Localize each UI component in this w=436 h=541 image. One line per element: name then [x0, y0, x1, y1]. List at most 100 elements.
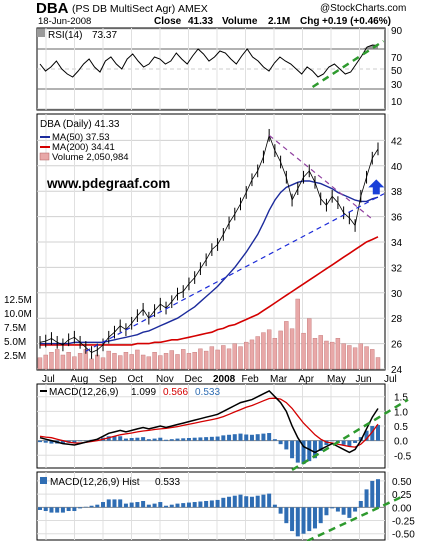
macd-hist-bar: [186, 438, 191, 441]
macd-hist-bar: [267, 433, 272, 441]
macd-hist-bar: [78, 507, 83, 509]
macd-hist-bar: [186, 502, 191, 508]
macd-hist-bar: [198, 437, 203, 441]
macd-hist-bar: [38, 440, 42, 443]
price-tick-label: 42: [391, 136, 403, 147]
macd-hist-bar: [295, 507, 300, 537]
macd-hist-label: MACD(12,26,9) Hist: [50, 477, 140, 488]
macd-hist-bar: [152, 503, 157, 508]
macd-lines: [39, 389, 379, 454]
volume-bar: [95, 354, 100, 370]
macd-hist-bar: [330, 507, 335, 509]
rsi-legend-swatch: [37, 29, 45, 37]
macd-hist-bar: [221, 497, 226, 508]
price-tick-label: 34: [391, 238, 403, 249]
macd-hist-bar: [101, 502, 106, 508]
macd-hist-bar: [370, 480, 375, 508]
close-value: 41.33: [188, 16, 213, 27]
rsi-panel: 90 70 50 30 10 RSI(14) 73.37: [36, 26, 403, 111]
macd-hist-bar: [347, 440, 352, 447]
macd-histogram: [38, 425, 380, 465]
volume-bar: [181, 349, 186, 370]
macd-panel: 1.5 1.0 0.5 0.0 -0.5 MACD(12,26,9) 1.099 0.5…: [36, 383, 412, 471]
macd-hist-bar: [244, 434, 249, 441]
macd-hist-bar: [330, 440, 335, 442]
macd-hist-bar: [376, 425, 380, 441]
volume-bar: [129, 354, 134, 370]
volume-bar: [209, 346, 215, 370]
macd-hist-bar: [221, 435, 226, 441]
price-line: [39, 133, 379, 353]
macd-hist-bar: [164, 505, 169, 508]
price-y-axis: 42 40 38 36 34 32 30 28 26 24: [391, 136, 403, 376]
macd-hist-bar: [312, 507, 317, 529]
volume-tick-label: 7.5M: [4, 323, 26, 334]
macd-hist-bar: [301, 507, 306, 534]
volume-value: 2.1M: [268, 16, 290, 27]
macd-tick-label: 1.5: [394, 393, 408, 404]
volume-bars: [37, 298, 381, 370]
volume-bar: [329, 341, 335, 370]
macd-hist-bar: [290, 440, 295, 459]
macd-hist-bar: [227, 434, 232, 441]
macd-hist-bar: [255, 434, 260, 441]
macd-line: [39, 389, 379, 454]
x-tick-label: Dec: [185, 374, 203, 385]
macd-hist-bar: [89, 505, 94, 508]
volume-bar: [364, 346, 369, 370]
macd-hist-tick-label: 0.25: [392, 490, 412, 501]
macd-hist-legend-swatch: [40, 477, 47, 484]
macd-hist-bar: [118, 436, 123, 441]
price-panel: 42 40 38 36 34 32 30 28 26 24 12.5M 10.0M 7.5M 5.0M 2…: [4, 113, 403, 376]
price-tick-label: 40: [391, 162, 403, 173]
macd-hist-bar: [175, 503, 180, 508]
volume-tick-label: 5.0M: [4, 337, 26, 348]
volume-bar: [301, 332, 306, 370]
macd-hist-bars: [38, 479, 380, 537]
volume-bar: [238, 346, 243, 370]
macd-hist-bar: [141, 437, 146, 441]
volume-bar: [77, 353, 83, 370]
rsi-grid: [37, 28, 389, 110]
volume-bar: [249, 339, 255, 370]
macd-hist-bar: [83, 506, 88, 508]
macd-tick-label: 0.0: [394, 437, 408, 448]
macd-signal-line: [39, 397, 379, 448]
macd-hist-value: 0.533: [155, 477, 180, 488]
rsi-tick-label: 70: [391, 53, 403, 64]
rsi-line: [39, 44, 379, 78]
volume-bar: [72, 356, 77, 370]
price-tick-label: 30: [391, 289, 403, 300]
volume-bar: [54, 349, 60, 370]
volume-bar: [112, 353, 117, 370]
x-tick-label: Jul: [384, 374, 397, 385]
volume-bar: [152, 352, 157, 370]
volume-tick-label: 10.0M: [4, 309, 32, 320]
price-tick-label: 32: [391, 263, 403, 274]
fund-name: (PS DB MultiSect Agr): [72, 3, 175, 15]
macd-hist-bar: [43, 507, 48, 512]
macd-hist-bar: [129, 502, 134, 508]
price-plot: [39, 128, 379, 359]
macd-hist-bar: [272, 439, 277, 441]
macd-hist-bar: [215, 436, 220, 441]
rsi-tick-label: 30: [391, 80, 403, 91]
macd-hist-bar: [284, 507, 289, 524]
volume-bar: [37, 357, 43, 370]
macd-hist-bar: [278, 440, 283, 445]
macd-trendline: [291, 398, 409, 471]
price-trendline: [85, 193, 385, 352]
volume-bar: [60, 354, 66, 370]
macd-hist-bar: [312, 440, 317, 459]
macd-hist-panel: 0.50 0.25 0.00 -0.25 -0.50 MACD(12,26,9) His…: [36, 471, 415, 541]
volume-bar: [284, 321, 289, 370]
volume-bar: [49, 352, 54, 370]
macd-tick-label: -0.5: [394, 451, 412, 462]
price-title: DBA (Daily) 41.33: [40, 119, 120, 130]
macd-hist-bar: [238, 433, 243, 441]
macd-hist-bar: [43, 440, 48, 443]
macd-hist-bar: [78, 440, 83, 442]
volume-bar: [226, 348, 232, 370]
volume-bar: [272, 338, 278, 370]
